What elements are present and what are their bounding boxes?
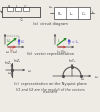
Text: $\omega$: $\omega$ [27,67,32,73]
Text: $\omega$: $\omega$ [94,73,98,79]
Text: $I_L=I_C$: $I_L=I_C$ [69,38,79,46]
Text: resonant: resonant [42,90,58,94]
Text: $I_p$: $I_p$ [57,37,61,44]
Text: $U_L$: $U_L$ [20,38,25,46]
Text: $\omega_r$: $\omega_r$ [80,75,86,82]
Text: $R_s$: $R_s$ [7,3,13,11]
Text: $L_p$: $L_p$ [69,10,75,17]
Text: (b)  vector representation: (b) vector representation [27,52,73,56]
Bar [15,8,21,11]
Text: $\omega_r$: $\omega_r$ [7,70,12,76]
Text: Im$Z_s$: Im$Z_s$ [13,57,22,64]
Text: $I = V/v$: $I = V/v$ [56,48,68,55]
Text: $\varnothing$: $\varnothing$ [19,16,23,23]
Text: V1 and V2 are the moduli of the vectors: V1 and V2 are the moduli of the vectors [16,87,84,91]
Text: $C_s$: $C_s$ [23,3,29,11]
Text: (a)  circuit diagram: (a) circuit diagram [33,22,67,26]
Text: (c)  representation on the Nyquist plane: (c) representation on the Nyquist plane [14,81,86,85]
Text: $U_R$: $U_R$ [9,46,15,53]
Bar [54,8,90,20]
Text: $U_s$: $U_s$ [6,37,12,45]
Bar [7,8,13,11]
Text: Im$Y_p$: Im$Y_p$ [68,57,76,64]
Text: $i_p$: $i_p$ [91,9,95,15]
Text: $R_p$: $R_p$ [57,10,63,17]
Bar [23,8,29,11]
Text: $u_s$: $u_s$ [0,8,3,15]
Text: $C_p$: $C_p$ [81,10,87,17]
Text: $u_p$: $u_p$ [48,4,54,10]
Text: $\omega_r = \omega_s I$: $\omega_r = \omega_s I$ [5,48,19,55]
Text: Im$Z_s$: Im$Z_s$ [4,59,13,66]
Text: $L_s$: $L_s$ [15,3,21,11]
